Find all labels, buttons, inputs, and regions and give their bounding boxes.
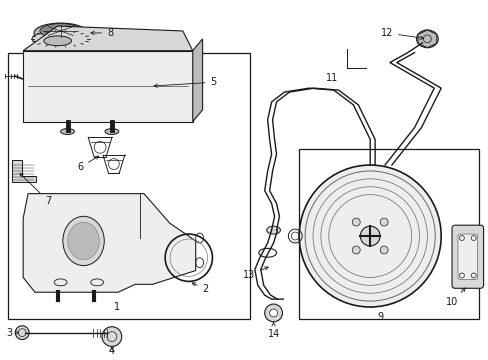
Ellipse shape [61, 129, 74, 135]
Text: 12: 12 [380, 28, 423, 40]
Text: 6: 6 [77, 156, 99, 172]
Polygon shape [23, 194, 195, 292]
Text: 7: 7 [20, 174, 51, 206]
Text: 11: 11 [325, 73, 337, 83]
Polygon shape [12, 160, 36, 182]
Circle shape [264, 304, 282, 322]
Ellipse shape [44, 36, 71, 46]
Ellipse shape [105, 129, 119, 135]
Ellipse shape [266, 226, 280, 234]
Circle shape [351, 246, 360, 254]
Ellipse shape [32, 31, 89, 47]
Text: 2: 2 [192, 283, 208, 294]
Ellipse shape [68, 222, 99, 260]
Circle shape [351, 218, 360, 226]
Ellipse shape [34, 23, 87, 43]
Text: 9: 9 [376, 312, 382, 322]
FancyBboxPatch shape [457, 234, 477, 279]
Circle shape [15, 326, 29, 339]
Text: 13: 13 [242, 267, 267, 280]
Polygon shape [417, 30, 436, 48]
Text: 3: 3 [6, 328, 19, 338]
Ellipse shape [107, 328, 112, 337]
Text: 10: 10 [445, 288, 464, 307]
Bar [8, 53, 249, 319]
FancyBboxPatch shape [451, 225, 483, 288]
Ellipse shape [63, 216, 104, 266]
Text: 5: 5 [154, 77, 216, 87]
Text: 4: 4 [109, 346, 115, 356]
Text: 14: 14 [267, 323, 279, 339]
Text: 8: 8 [91, 28, 113, 38]
Bar [23, 51, 192, 122]
Circle shape [299, 165, 440, 307]
Ellipse shape [416, 30, 437, 48]
Circle shape [380, 218, 387, 226]
Circle shape [380, 246, 387, 254]
Circle shape [360, 226, 379, 246]
Polygon shape [192, 39, 202, 122]
Ellipse shape [40, 23, 81, 39]
Circle shape [269, 309, 277, 317]
Bar [299, 149, 478, 319]
Circle shape [102, 327, 122, 346]
Polygon shape [23, 26, 192, 51]
Text: 1: 1 [114, 302, 120, 312]
